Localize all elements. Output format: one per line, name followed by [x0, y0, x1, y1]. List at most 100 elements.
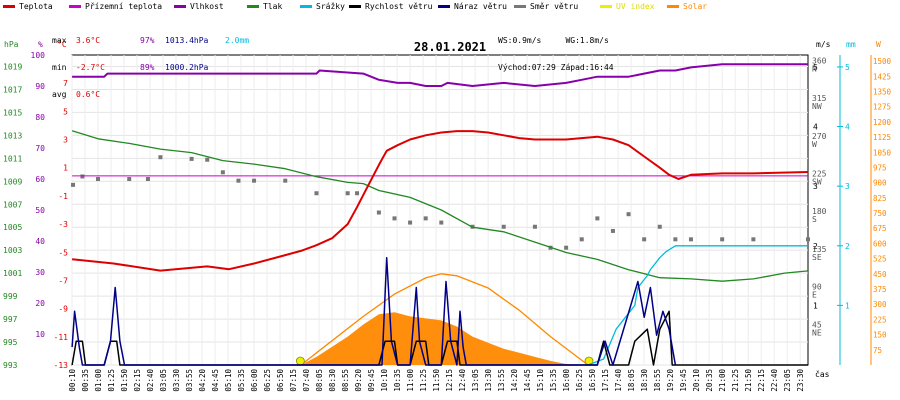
- solar-tick-label: 1125: [873, 133, 891, 142]
- legend-item-solar: Solar: [667, 2, 707, 11]
- stats-wind-speed: WS:0.9m/s: [498, 36, 542, 45]
- x-tick-label: 20:35: [705, 369, 714, 392]
- wind-direction-tick-label: E: [812, 291, 817, 300]
- x-tick-label: 14:20: [510, 369, 519, 392]
- rain-tick-label: 1: [845, 301, 850, 310]
- humidity-tick-label: 60: [35, 175, 45, 184]
- wind-direction-point: [252, 178, 257, 183]
- pressure-tick-label: 1003: [3, 246, 22, 255]
- wind-direction-point: [145, 177, 150, 181]
- wind-direction-point: [720, 237, 725, 242]
- temperature-tick-label: -5: [58, 248, 68, 257]
- temperature-tick-label: -7: [58, 276, 68, 285]
- wind-direction-tick-label: S: [812, 215, 817, 224]
- solar-tick-label: 600: [873, 239, 887, 248]
- pressure-tick-label: 1005: [3, 223, 22, 232]
- wind-direction-point: [376, 210, 381, 215]
- x-tick-label: 10:35: [393, 369, 402, 392]
- rain-line: [587, 245, 808, 366]
- pressure-tick-label: 1013: [3, 131, 22, 140]
- wind-speed-tick-label: 2: [813, 242, 818, 251]
- wind-direction-point: [610, 228, 615, 233]
- wind-direction-point: [595, 216, 600, 221]
- wind-speed-tick-label: 1: [813, 301, 818, 310]
- stats-pressure: 1013.4hPa 1000.2hPa: [165, 18, 208, 90]
- stats-wind-gust: WG:1.8m/s: [565, 36, 609, 45]
- wind-direction-point: [673, 237, 678, 242]
- wind-direction-tick-label: NW: [812, 102, 822, 111]
- stats-min-temperature: -2.7°C: [76, 63, 105, 72]
- wind-direction-tick-label: W: [812, 140, 817, 149]
- wind-direction-point: [688, 237, 693, 242]
- wind-direction-point: [345, 191, 350, 196]
- x-tick-label: 17:15: [601, 369, 610, 392]
- wind-direction-tick-label: 360: [812, 56, 827, 65]
- wind-direction-point: [408, 220, 413, 225]
- x-tick-label: 11:50: [432, 369, 441, 392]
- solar-tick-label: 675: [873, 224, 887, 233]
- x-tick-label: 09:20: [354, 369, 363, 392]
- x-tick-label: 18:55: [653, 369, 662, 392]
- unit-humidity: %: [38, 40, 43, 49]
- wind-gust-line: [71, 256, 677, 366]
- wind-direction-point: [626, 212, 631, 217]
- unit-rain: mm: [846, 40, 856, 49]
- wind-direction-point: [158, 155, 163, 160]
- unit-time: čas: [815, 370, 830, 379]
- temperature-tick-label: 5: [63, 107, 68, 116]
- legend-item-temperature: Teplota: [3, 2, 53, 11]
- solar-max-line: [300, 273, 589, 366]
- x-tick-label: 05:35: [237, 369, 246, 392]
- wind-speed-tick-label: 5: [813, 63, 818, 72]
- wind-direction-point: [71, 182, 76, 187]
- humidity-line: [72, 63, 808, 87]
- x-tick-label: 18:30: [640, 369, 649, 392]
- stats-min-humidity: 89%: [140, 63, 155, 72]
- wind-direction-tick-label: N: [812, 64, 817, 73]
- rain-tick-label: 2: [845, 242, 850, 251]
- wind-direction-point: [806, 237, 810, 242]
- humidity-tick-label: 30: [35, 268, 45, 277]
- solar-tick-label: 975: [873, 163, 887, 172]
- temperature-tick-label: -3: [58, 220, 68, 229]
- stats-avg-temperature: 0.6°C: [76, 90, 101, 99]
- wind-direction-point: [127, 177, 132, 181]
- stats-labels: max min avg: [52, 18, 71, 117]
- x-tick-label: 04:45: [211, 369, 220, 392]
- pressure-line: [71, 130, 809, 282]
- solar-tick-label: 150: [873, 331, 887, 340]
- x-tick-label: 16:50: [588, 369, 597, 392]
- x-tick-label: 12:40: [458, 369, 467, 392]
- solar-tick-label: 375: [873, 285, 887, 294]
- x-tick-label: 18:05: [627, 369, 636, 392]
- temperature-tick-label: -9: [58, 305, 68, 314]
- x-tick-label: 16:25: [575, 369, 584, 392]
- solar-tick-label: 300: [873, 300, 887, 309]
- legend-item-uv-index: UV index: [600, 2, 655, 11]
- wind-direction-point: [205, 157, 210, 162]
- solar-tick-label: 225: [873, 315, 887, 324]
- wind-direction-point: [642, 237, 647, 242]
- wind-direction-point: [283, 178, 288, 183]
- pressure-tick-label: 1007: [3, 200, 22, 209]
- stats-temperature: 3.6°C -2.7°C 0.6°C: [76, 18, 105, 117]
- wind-direction-point: [96, 177, 101, 181]
- stats-sunset: Západ:16:44: [560, 63, 614, 72]
- wind-direction-point: [220, 170, 225, 175]
- solar-tick-label: 900: [873, 179, 887, 188]
- wind-direction-point: [355, 191, 360, 196]
- x-tick-label: 13:05: [471, 369, 480, 392]
- wind-direction-point: [189, 156, 194, 161]
- unit-solar: W: [876, 40, 881, 49]
- pressure-tick-label: 1009: [3, 177, 22, 186]
- wind-direction-tick-label: 90: [812, 283, 822, 292]
- humidity-tick-label: 40: [35, 237, 45, 246]
- chart-title: 28.01.2021: [413, 40, 487, 54]
- x-tick-label: 08:55: [341, 369, 350, 392]
- wind-direction-point: [501, 224, 506, 229]
- stats-max-label: max: [52, 36, 67, 45]
- x-tick-label: 00:35: [81, 369, 90, 392]
- wind-direction-point: [657, 224, 662, 229]
- wind-direction-point: [80, 174, 85, 179]
